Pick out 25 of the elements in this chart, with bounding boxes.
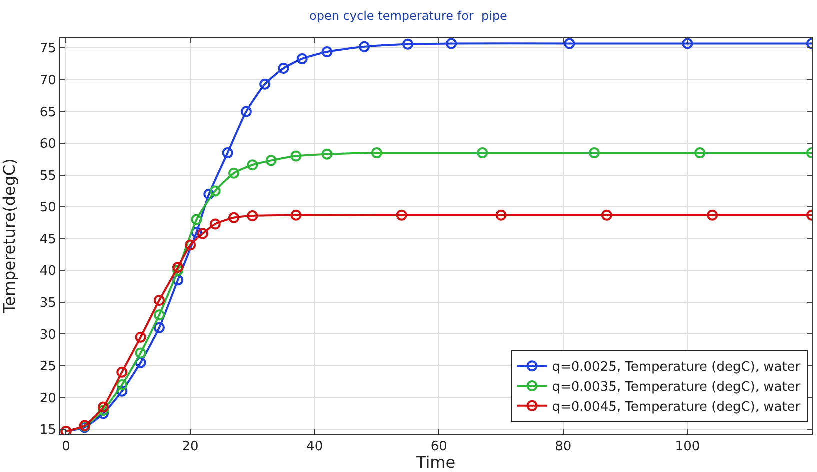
y-tick-label: 50 — [40, 200, 56, 216]
y-tick-label: 25 — [40, 360, 56, 375]
y-tick-label: 20 — [40, 391, 56, 406]
x-tick-label: 80 — [555, 440, 572, 455]
x-tick-label: 100 — [675, 440, 700, 455]
chart-title: open cycle temperature for pipe — [310, 9, 508, 24]
x-tick-label: 60 — [430, 440, 448, 455]
y-tick-label: 45 — [40, 232, 56, 248]
y-tick-label: 35 — [40, 296, 56, 311]
y-tick-label: 40 — [40, 264, 56, 280]
y-tick-label: 75 — [40, 42, 56, 57]
y-tick-label: 70 — [40, 74, 56, 88]
y-tick-label: 65 — [40, 105, 56, 120]
x-tick-label: 40 — [306, 440, 324, 455]
y-tick-label: 55 — [40, 168, 56, 184]
legend-label: q=0.0035, Temperature (degC), water — [552, 380, 802, 396]
legend-label: q=0.0045, Temperature (degC), water — [552, 400, 802, 415]
x-tick-label: 20 — [182, 440, 199, 455]
y-axis-title: Tempereture(degC) — [0, 158, 19, 314]
x-tick-label: 0 — [62, 440, 70, 455]
y-tick-label: 60 — [40, 137, 56, 152]
y-tick-label: 30 — [40, 328, 56, 343]
y-tick-label: 15 — [40, 423, 56, 438]
legend-label: q=0.0025, Temperature (degC), water — [552, 360, 802, 376]
x-axis-title: Time — [415, 453, 456, 472]
